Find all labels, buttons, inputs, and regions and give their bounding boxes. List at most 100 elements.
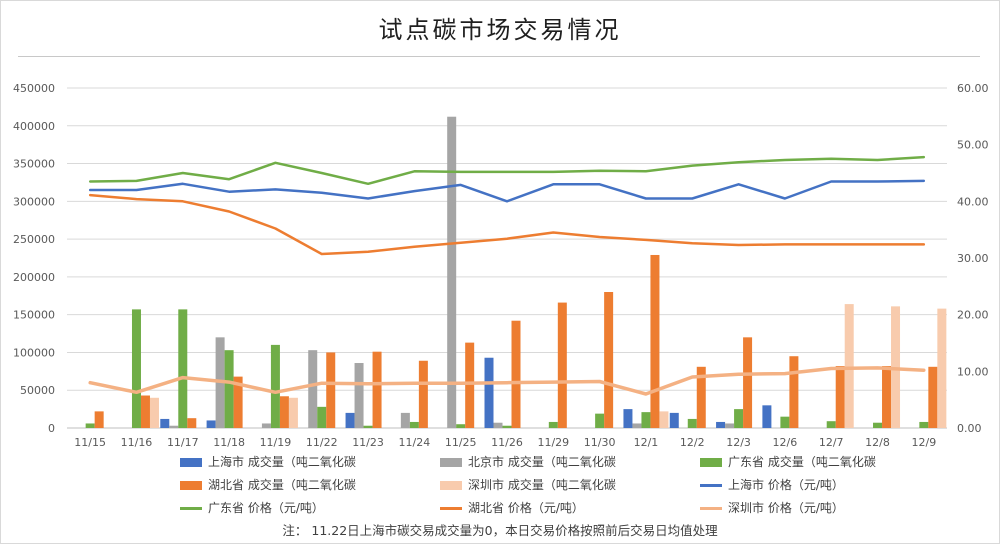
bar [400, 412, 410, 428]
bar [270, 344, 280, 428]
y-tick-label: 200000 [13, 271, 55, 284]
legend-item: 湖北省 价格（元/吨） [440, 500, 584, 516]
y2-tick-label: 0.00 [957, 422, 982, 435]
bar [224, 350, 234, 428]
legend-item: 北京市 成交量（吨二氧化碳 [440, 454, 616, 470]
x-tick-label: 11/25 [445, 436, 477, 449]
bar [632, 423, 642, 428]
legend-item: 广东省 成交量（吨二氧化碳 [700, 454, 876, 470]
bar [447, 116, 457, 428]
bar [725, 423, 735, 428]
bar [696, 366, 706, 428]
bar [511, 320, 521, 428]
bar [131, 309, 141, 428]
bar [743, 337, 753, 428]
x-tick-label: 11/24 [399, 436, 431, 449]
legend-bar-swatch [440, 458, 462, 467]
bar [835, 366, 845, 428]
bar [94, 411, 104, 428]
bar [937, 308, 947, 428]
title-divider [18, 56, 980, 57]
legend-line-swatch [180, 507, 202, 510]
legend-label: 上海市 价格（元/吨） [728, 478, 844, 492]
bar [650, 254, 660, 428]
bar [206, 420, 216, 428]
x-tick-label: 12/7 [819, 436, 844, 449]
legend-item: 深圳市 价格（元/吨） [700, 500, 844, 516]
bar [659, 411, 669, 428]
bar [548, 421, 558, 428]
bar [279, 396, 289, 428]
bar [493, 422, 503, 428]
x-tick-label: 11/29 [537, 436, 569, 449]
y2-tick-label: 20.00 [957, 309, 989, 322]
legend-line-swatch [440, 507, 462, 510]
bar [882, 366, 892, 428]
legend-bar-swatch [700, 458, 722, 467]
bar [149, 397, 159, 428]
bar [762, 405, 772, 428]
x-tick-label: 11/23 [352, 436, 384, 449]
legend-label: 深圳市 成交量（吨二氧化碳 [468, 478, 616, 492]
x-tick-label: 11/16 [121, 436, 153, 449]
bar [641, 412, 651, 428]
bar [716, 421, 726, 428]
bar [187, 418, 197, 428]
bar [595, 413, 605, 428]
price-line [88, 155, 926, 186]
y-tick-label: 0 [48, 422, 55, 435]
bar [604, 292, 614, 428]
price-line [88, 179, 926, 203]
bar [345, 412, 355, 428]
y-tick-label: 150000 [13, 309, 55, 322]
bar [354, 363, 364, 428]
bar [233, 376, 243, 428]
y-tick-label: 300000 [13, 195, 55, 208]
bar [623, 409, 633, 428]
x-tick-label: 12/9 [911, 436, 936, 449]
legend-item: 广东省 价格（元/吨） [180, 500, 324, 516]
legend-bar-swatch [440, 481, 462, 490]
legend-item: 上海市 成交量（吨二氧化碳 [180, 454, 356, 470]
legend-item: 上海市 价格（元/吨） [700, 477, 844, 493]
x-tick-label: 11/19 [260, 436, 292, 449]
legend-bar-swatch [180, 481, 202, 490]
bar [484, 357, 494, 428]
bar [465, 342, 475, 428]
chart-title: 试点碳市场交易情况 [378, 16, 622, 44]
legend-line-swatch [700, 507, 722, 510]
legend-label: 广东省 价格（元/吨） [208, 501, 324, 515]
bar [160, 418, 170, 428]
x-tick-label: 11/17 [167, 436, 199, 449]
bar [826, 421, 836, 428]
bar [687, 418, 697, 428]
bar [140, 395, 150, 428]
bar [780, 416, 790, 428]
legend-label: 上海市 成交量（吨二氧化碳 [208, 455, 356, 469]
bar [669, 412, 679, 428]
x-tick-label: 12/8 [865, 436, 890, 449]
x-tick-label: 11/26 [491, 436, 523, 449]
bar [873, 422, 883, 428]
x-tick-label: 11/30 [584, 436, 616, 449]
bar [456, 424, 466, 428]
bar [734, 409, 744, 428]
y2-tick-label: 10.00 [957, 365, 989, 378]
x-tick-label: 12/3 [726, 436, 751, 449]
bar [372, 351, 382, 428]
x-tick-label: 12/6 [773, 436, 798, 449]
y-tick-label: 400000 [13, 120, 55, 133]
bar [317, 406, 327, 428]
bar [85, 423, 95, 428]
legend-label: 广东省 成交量（吨二氧化碳 [728, 455, 876, 469]
bar [844, 304, 854, 428]
bar [169, 425, 179, 428]
price-line [88, 193, 926, 256]
x-tick-label: 11/22 [306, 436, 338, 449]
legend-item: 湖北省 成交量（吨二氧化碳 [180, 477, 356, 493]
bar [409, 421, 419, 428]
y2-tick-label: 50.00 [957, 139, 989, 152]
y-tick-label: 250000 [13, 233, 55, 246]
